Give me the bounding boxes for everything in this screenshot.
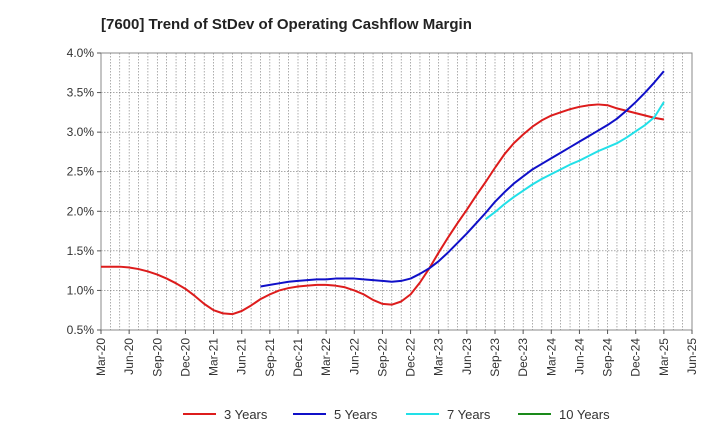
y-axis: 0.5% 1.0% 1.5% 2.0% 2.5% 3.0% 3.5% 4.0% — [67, 46, 101, 337]
legend-label: 5 Years — [334, 407, 378, 422]
x-tick-label: Dec-22 — [404, 338, 418, 377]
x-tick-label: Mar-25 — [657, 338, 671, 376]
legend: 3 Years 5 Years 7 Years 10 Years — [183, 407, 610, 422]
x-tick-label: Dec-21 — [291, 338, 305, 377]
grid — [101, 53, 692, 330]
x-tick-label: Jun-20 — [122, 338, 136, 375]
legend-label: 7 Years — [447, 407, 491, 422]
y-tick-label: 0.5% — [67, 323, 95, 337]
y-tick-label: 2.0% — [67, 204, 95, 218]
x-tick-label: Jun-22 — [347, 338, 361, 375]
y-tick-label: 2.5% — [67, 165, 95, 179]
series-line-5-years — [260, 70, 665, 288]
series-line-3-years — [101, 103, 665, 316]
series-lines — [101, 70, 665, 316]
legend-label: 3 Years — [224, 407, 268, 422]
x-tick-label: Sep-20 — [150, 338, 164, 377]
x-tick-label: Jun-23 — [460, 338, 474, 375]
y-tick-label: 4.0% — [67, 46, 95, 60]
y-tick-label: 1.5% — [67, 244, 95, 258]
x-tick-label: Mar-23 — [432, 338, 446, 376]
y-tick-label: 1.0% — [67, 283, 95, 297]
y-tick-label: 3.5% — [67, 86, 95, 100]
x-tick-label: Mar-20 — [94, 338, 108, 376]
x-tick-label: Sep-21 — [263, 338, 277, 377]
x-tick-label: Sep-24 — [601, 338, 615, 377]
x-tick-label: Mar-24 — [544, 338, 558, 376]
x-tick-label: Jun-21 — [235, 338, 249, 375]
x-tick-label: Dec-23 — [516, 338, 530, 377]
x-tick-label: Jun-25 — [685, 338, 699, 375]
x-tick-label: Dec-20 — [178, 338, 192, 377]
chart-title: [7600] Trend of StDev of Operating Cashf… — [101, 16, 472, 33]
x-tick-label: Mar-21 — [207, 338, 221, 376]
x-tick-label: Sep-22 — [375, 338, 389, 377]
x-tick-label: Jun-24 — [572, 338, 586, 375]
series-line-7-years — [485, 101, 665, 220]
plot-frame — [100, 52, 693, 331]
x-tick-label: Mar-22 — [319, 338, 333, 376]
x-axis: Mar-20 Jun-20 Sep-20 Dec-20 Mar-21 Jun-21 Sep-… — [94, 330, 699, 377]
legend-label: 10 Years — [559, 407, 610, 422]
x-tick-label: Dec-24 — [629, 338, 643, 377]
y-tick-label: 3.0% — [67, 125, 95, 139]
x-tick-label: Sep-23 — [488, 338, 502, 377]
